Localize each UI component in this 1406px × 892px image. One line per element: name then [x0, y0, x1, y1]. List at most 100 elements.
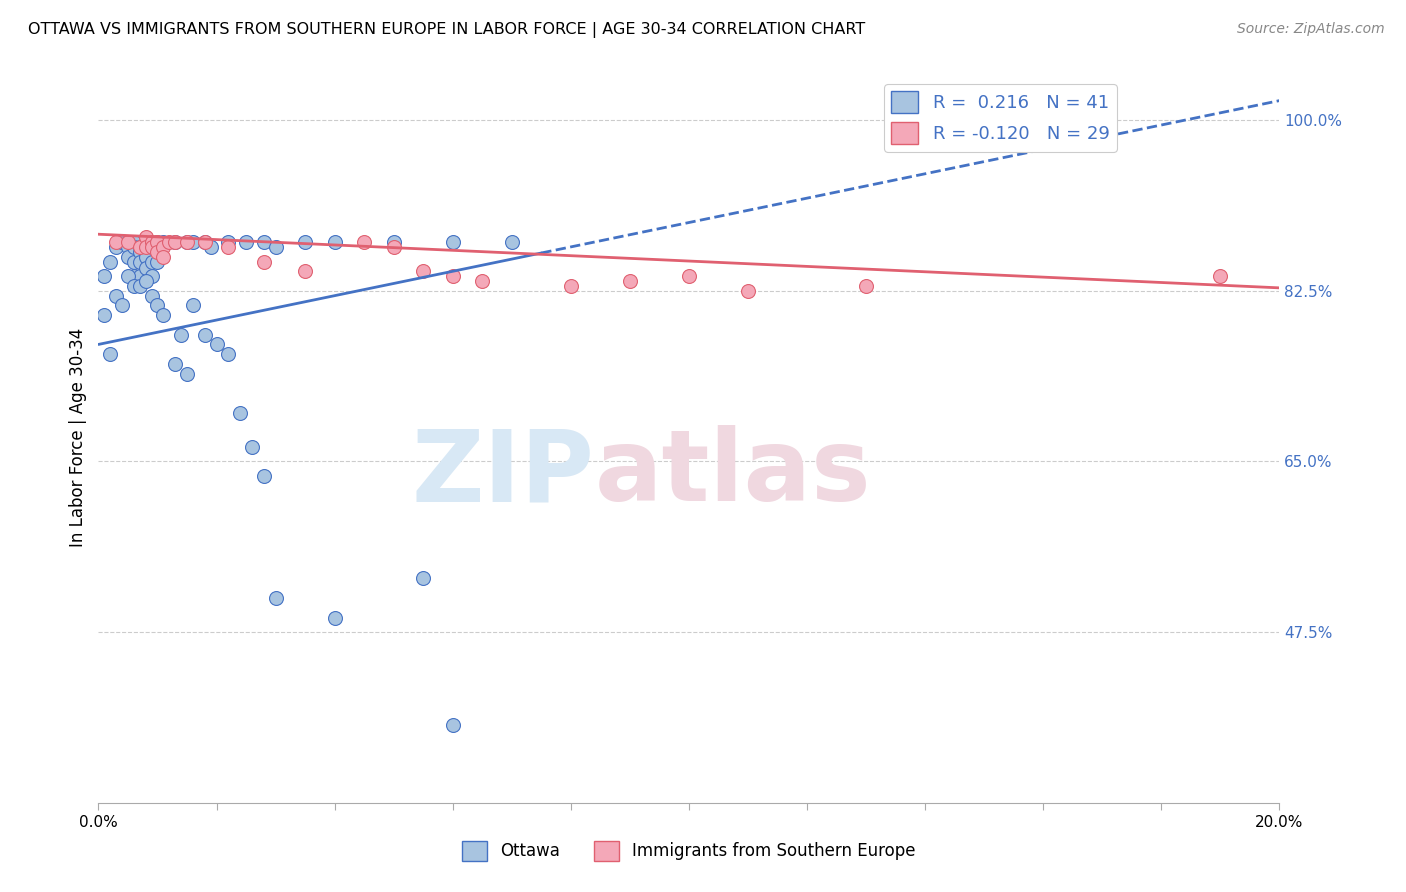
- Point: [471, 274, 494, 288]
- Point: [194, 327, 217, 342]
- Legend: Ottawa, Immigrants from Southern Europe: Ottawa, Immigrants from Southern Europe: [456, 834, 922, 868]
- Point: [253, 469, 276, 483]
- Point: [141, 269, 163, 284]
- Point: [141, 254, 163, 268]
- Point: [128, 240, 150, 254]
- Point: [170, 327, 193, 342]
- Point: [176, 235, 198, 249]
- Point: [105, 288, 128, 302]
- Point: [117, 250, 139, 264]
- Point: [146, 298, 169, 312]
- Point: [93, 269, 115, 284]
- Point: [135, 274, 157, 288]
- Point: [253, 254, 276, 268]
- Point: [737, 284, 759, 298]
- Point: [117, 235, 139, 249]
- Point: [122, 269, 145, 284]
- Point: [152, 308, 174, 322]
- Point: [253, 235, 276, 249]
- Point: [122, 279, 145, 293]
- Point: [240, 440, 263, 454]
- Point: [122, 254, 145, 268]
- Point: [194, 235, 217, 249]
- Point: [117, 240, 139, 254]
- Point: [229, 406, 252, 420]
- Point: [98, 254, 121, 268]
- Point: [141, 235, 163, 249]
- Point: [111, 235, 134, 249]
- Point: [135, 240, 157, 254]
- Point: [181, 235, 204, 249]
- Point: [1209, 269, 1232, 284]
- Point: [176, 367, 198, 381]
- Point: [141, 288, 163, 302]
- Point: [441, 235, 464, 249]
- Point: [122, 235, 145, 249]
- Point: [152, 235, 174, 249]
- Point: [441, 718, 464, 732]
- Point: [560, 279, 582, 293]
- Point: [128, 269, 150, 284]
- Point: [323, 235, 346, 249]
- Point: [128, 244, 150, 259]
- Point: [194, 235, 217, 249]
- Point: [382, 235, 405, 249]
- Point: [146, 244, 169, 259]
- Point: [619, 274, 641, 288]
- Point: [128, 240, 150, 254]
- Point: [152, 240, 174, 254]
- Point: [264, 591, 287, 605]
- Point: [176, 235, 198, 249]
- Point: [128, 279, 150, 293]
- Text: atlas: atlas: [595, 425, 872, 522]
- Point: [135, 230, 157, 244]
- Point: [441, 269, 464, 284]
- Point: [323, 610, 346, 624]
- Y-axis label: In Labor Force | Age 30-34: In Labor Force | Age 30-34: [69, 327, 87, 547]
- Point: [412, 264, 434, 278]
- Point: [165, 235, 187, 249]
- Point: [678, 269, 700, 284]
- Point: [111, 298, 134, 312]
- Point: [93, 308, 115, 322]
- Point: [200, 240, 222, 254]
- Point: [353, 235, 375, 249]
- Point: [205, 337, 228, 351]
- Point: [217, 240, 239, 254]
- Point: [412, 572, 434, 586]
- Point: [217, 235, 239, 249]
- Point: [135, 261, 157, 276]
- Point: [105, 235, 128, 249]
- Point: [111, 235, 134, 249]
- Point: [501, 235, 523, 249]
- Point: [382, 240, 405, 254]
- Point: [157, 235, 180, 249]
- Point: [165, 235, 187, 249]
- Point: [117, 235, 139, 249]
- Point: [105, 240, 128, 254]
- Point: [122, 240, 145, 254]
- Point: [135, 240, 157, 254]
- Point: [141, 240, 163, 254]
- Text: Source: ZipAtlas.com: Source: ZipAtlas.com: [1237, 22, 1385, 37]
- Point: [98, 347, 121, 361]
- Point: [264, 240, 287, 254]
- Point: [181, 298, 204, 312]
- Text: OTTAWA VS IMMIGRANTS FROM SOUTHERN EUROPE IN LABOR FORCE | AGE 30-34 CORRELATION: OTTAWA VS IMMIGRANTS FROM SOUTHERN EUROP…: [28, 22, 865, 38]
- Point: [294, 264, 316, 278]
- Point: [294, 235, 316, 249]
- Point: [146, 235, 169, 249]
- Point: [217, 347, 239, 361]
- Point: [165, 357, 187, 371]
- Point: [152, 250, 174, 264]
- Point: [135, 235, 157, 249]
- Point: [146, 254, 169, 268]
- Text: ZIP: ZIP: [412, 425, 595, 522]
- Point: [146, 235, 169, 249]
- Point: [235, 235, 257, 249]
- Point: [117, 235, 139, 249]
- Point: [135, 250, 157, 264]
- Point: [141, 240, 163, 254]
- Point: [128, 254, 150, 268]
- Point: [855, 279, 877, 293]
